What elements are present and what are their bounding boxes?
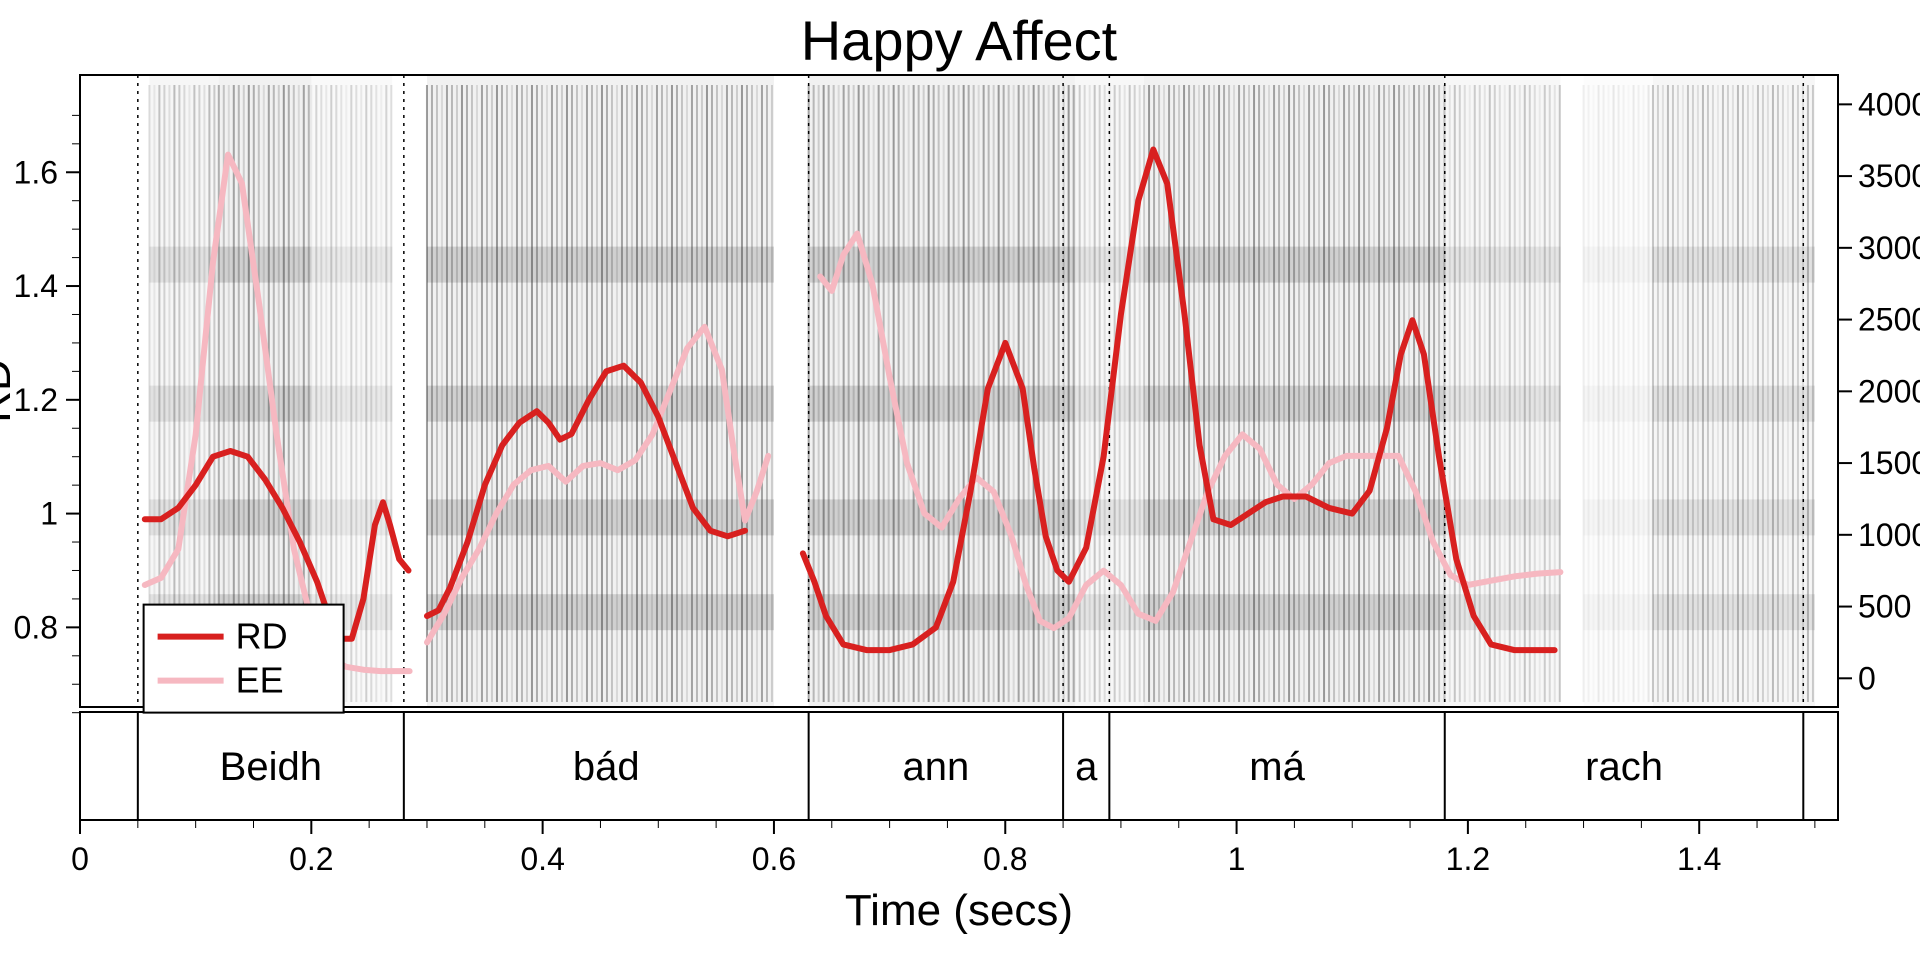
yr-tick-label: 4000 — [1858, 86, 1920, 122]
x-tick-label: 1 — [1228, 841, 1246, 877]
yr-tick-label: 2000 — [1858, 373, 1920, 409]
segment-label: bád — [573, 745, 640, 789]
legend-label: RD — [236, 616, 288, 657]
yl-tick-label: 1 — [40, 496, 58, 532]
legend-label: EE — [236, 660, 284, 701]
yr-tick-label: 1000 — [1858, 517, 1920, 553]
y-left-label: RD — [0, 359, 20, 423]
segment-label: a — [1075, 745, 1098, 789]
segment-label: má — [1249, 745, 1305, 789]
x-axis-label: Time (secs) — [845, 886, 1073, 935]
segment-label: rach — [1585, 745, 1663, 789]
x-tick-label: 1.2 — [1446, 841, 1490, 877]
chart-container: Beidh bád ann a má rach 0 0.2 0.4 0.6 0.8 1 1.2 1.4 Ti… — [0, 0, 1920, 959]
yr-tick-label: 0 — [1858, 660, 1876, 696]
chart-svg: Beidh bád ann a má rach 0 0.2 0.4 0.6 0.8 1 1.2 1.4 Ti… — [0, 0, 1920, 959]
yl-tick-label: 1.6 — [14, 154, 58, 190]
x-tick-label: 0.4 — [520, 841, 564, 877]
x-tick-label: 0.2 — [289, 841, 333, 877]
legend: RDEE — [144, 605, 344, 713]
x-tick-label: 0.8 — [983, 841, 1027, 877]
x-tick-label: 0.6 — [752, 841, 796, 877]
yr-tick-label: 2500 — [1858, 302, 1920, 338]
x-tick-label: 0 — [71, 841, 89, 877]
x-tick-label: 1.4 — [1677, 841, 1721, 877]
chart-title: Happy Affect — [801, 9, 1118, 72]
segment-label: ann — [902, 745, 969, 789]
segment-label: Beidh — [220, 745, 322, 789]
yr-tick-label: 1500 — [1858, 445, 1920, 481]
yl-tick-label: 1.2 — [14, 382, 58, 418]
yr-tick-label: 3500 — [1858, 158, 1920, 194]
yl-tick-label: 0.8 — [14, 609, 58, 645]
yl-tick-label: 1.4 — [14, 268, 58, 304]
yr-tick-label: 500 — [1858, 589, 1911, 625]
yr-tick-label: 3000 — [1858, 230, 1920, 266]
